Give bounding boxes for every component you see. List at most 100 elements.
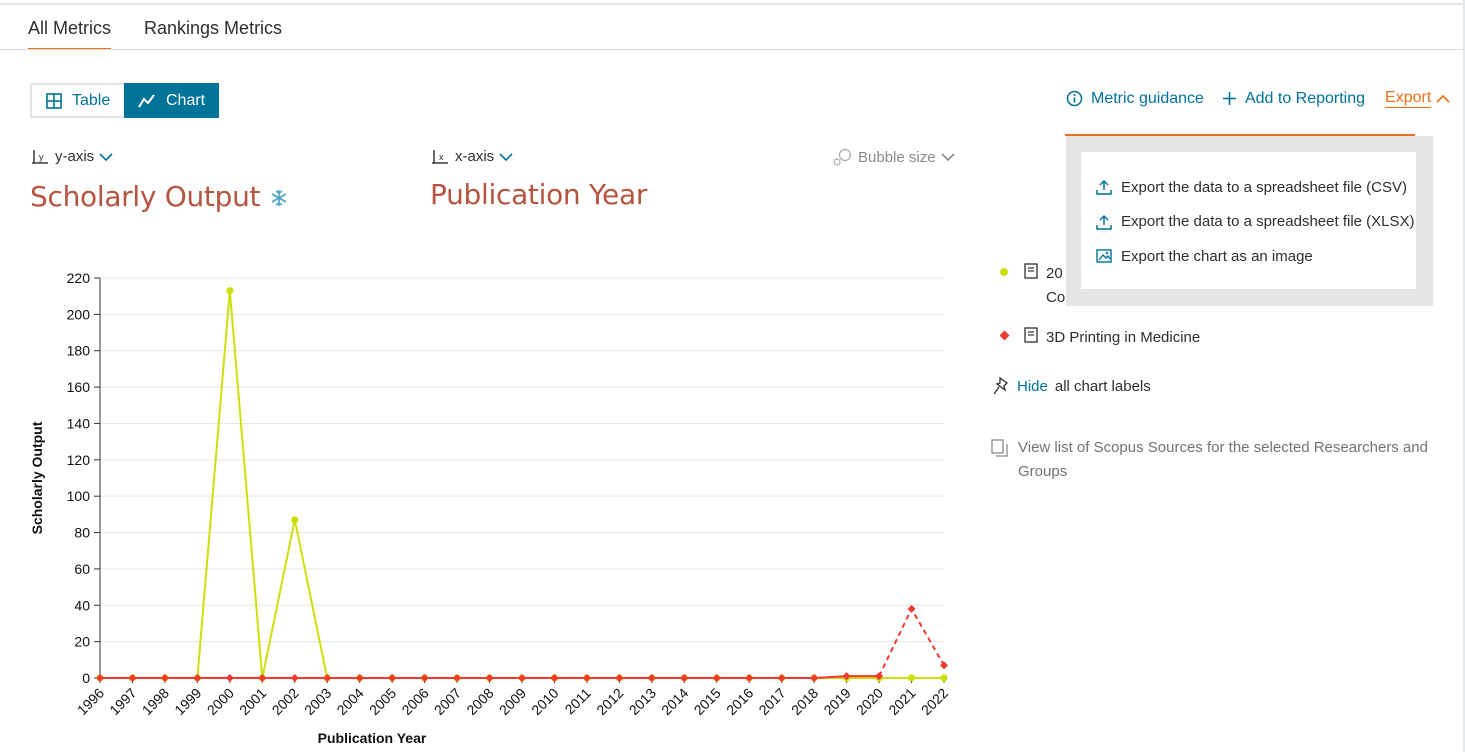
data-point-dot[interactable] xyxy=(291,516,299,524)
export-csv-option[interactable]: Export the data to a spreadsheet file (C… xyxy=(1081,170,1416,205)
legend-label-conference-line2: Co xyxy=(1046,289,1066,306)
export-button[interactable]: Export xyxy=(1385,89,1450,108)
data-point-diamond[interactable] xyxy=(128,674,137,682)
view-scopus-sources-link[interactable]: View list of Scopus Sources for the sele… xyxy=(1018,439,1428,480)
legend-label-conference: 20 xyxy=(1046,265,1063,282)
tab-all-metrics[interactable]: All Metrics xyxy=(28,0,112,50)
x-axis-metric-title[interactable]: Publication Year xyxy=(430,178,647,211)
x-axis-icon: x xyxy=(432,149,448,164)
export-csv-label: Export the data to a spreadsheet file (C… xyxy=(1121,178,1407,196)
data-point-diamond[interactable] xyxy=(485,674,494,682)
legend-label-3d-printing: 3D Printing in Medicine xyxy=(1046,329,1201,346)
data-point-diamond[interactable] xyxy=(160,674,169,682)
data-point-diamond[interactable] xyxy=(810,674,819,682)
data-point-diamond[interactable] xyxy=(388,674,397,682)
table-view-label: Table xyxy=(72,91,111,109)
x-tick-label: 2006 xyxy=(398,685,431,718)
data-point-dot[interactable] xyxy=(940,674,948,682)
svg-text:x: x xyxy=(439,152,444,162)
data-point-diamond[interactable] xyxy=(518,674,526,682)
hide-labels-link[interactable]: Hide xyxy=(1017,377,1048,395)
series-line-dashed-1 xyxy=(878,606,945,677)
y-axis-selector[interactable]: y y-axis xyxy=(31,148,119,165)
y-axis-icon: y xyxy=(32,149,48,164)
y-axis-metric-title[interactable]: Scholarly Output xyxy=(30,180,289,213)
upload-icon xyxy=(1096,180,1112,195)
right-border xyxy=(1463,0,1465,752)
y-tick-label: 0 xyxy=(82,670,90,686)
y-tick-label: 220 xyxy=(67,270,91,286)
data-point-diamond[interactable] xyxy=(875,672,884,681)
data-point-diamond[interactable] xyxy=(96,674,104,682)
x-axis-selector[interactable]: x x-axis xyxy=(431,148,519,165)
data-point-diamond[interactable] xyxy=(842,672,851,681)
data-point-diamond[interactable] xyxy=(615,674,624,682)
data-point-diamond[interactable] xyxy=(258,674,267,682)
legend-diamond-marker xyxy=(999,330,1010,341)
table-view-button[interactable]: Table xyxy=(32,85,124,116)
line-chart-icon xyxy=(138,93,155,108)
table-icon xyxy=(46,92,62,109)
x-tick-label: 2005 xyxy=(366,685,399,718)
x-tick-label: 2001 xyxy=(236,685,269,718)
x-metric-name: Publication Year xyxy=(430,178,648,211)
data-point-diamond[interactable] xyxy=(680,674,689,682)
metric-guidance-link[interactable]: Metric guidance xyxy=(1066,90,1204,108)
data-point-diamond[interactable] xyxy=(940,661,948,670)
export-image-option[interactable]: Export the chart as an image xyxy=(1081,239,1416,274)
data-point-diamond[interactable] xyxy=(745,674,754,682)
data-point-diamond[interactable] xyxy=(582,674,591,682)
document-icon xyxy=(1024,263,1038,279)
x-tick-label: 2003 xyxy=(301,685,334,718)
x-tick-label: 2022 xyxy=(918,685,951,718)
add-to-reporting-link[interactable]: Add to Reporting xyxy=(1222,90,1365,108)
x-tick-label: 2015 xyxy=(691,685,724,718)
data-point-diamond[interactable] xyxy=(225,674,234,682)
chart-actions: Metric guidance Add to Reporting Export xyxy=(1066,89,1450,108)
data-point-dot[interactable] xyxy=(907,674,916,682)
export-image-label: Export the chart as an image xyxy=(1121,247,1313,265)
chart-view-button[interactable]: Chart xyxy=(124,83,219,118)
copy-list-icon xyxy=(991,439,1008,457)
x-tick-label: 2013 xyxy=(626,685,659,718)
x-tick-label: 2021 xyxy=(885,685,918,718)
y-tick-label: 120 xyxy=(67,452,91,468)
snowflake-icon xyxy=(271,190,287,206)
x-tick-label: 2019 xyxy=(820,685,853,718)
document-icon xyxy=(1024,327,1038,343)
export-xlsx-option[interactable]: Export the data to a spreadsheet file (X… xyxy=(1081,205,1416,240)
hide-labels-text: all chart labels xyxy=(1054,377,1151,395)
data-point-diamond[interactable] xyxy=(193,674,202,682)
data-point-diamond[interactable] xyxy=(323,674,332,682)
data-point-diamond[interactable] xyxy=(290,674,299,682)
data-point-diamond[interactable] xyxy=(420,674,429,682)
y-metric-name: Scholarly Output xyxy=(30,180,261,213)
upload-icon xyxy=(1096,214,1112,230)
bubble-size-selector[interactable]: Bubble size xyxy=(832,148,961,166)
x-tick-label: 1996 xyxy=(74,685,107,718)
y-tick-label: 160 xyxy=(67,379,91,395)
y-tick-label: 60 xyxy=(74,561,90,577)
series-line-0 xyxy=(100,290,944,679)
info-icon xyxy=(1066,90,1083,107)
plus-icon xyxy=(1222,92,1236,105)
data-point-diamond[interactable] xyxy=(355,674,364,682)
x-tick-label: 2008 xyxy=(463,685,496,718)
y-tick-label: 40 xyxy=(74,597,90,613)
x-axis-label: x-axis xyxy=(455,148,495,165)
data-point-diamond[interactable] xyxy=(453,674,462,682)
y-axis-title: Scholarly Output xyxy=(29,421,45,534)
top-border xyxy=(0,3,1465,5)
data-point-dot[interactable] xyxy=(226,287,234,295)
legend-item-3d-printing[interactable]: 3D Printing in Medicine xyxy=(999,326,1426,350)
data-point-diamond[interactable] xyxy=(550,674,559,682)
data-point-diamond[interactable] xyxy=(907,604,916,613)
data-point-diamond[interactable] xyxy=(777,674,786,682)
y-tick-label: 20 xyxy=(74,634,90,650)
hide-chart-labels: Hide all chart labels xyxy=(993,376,1151,396)
tab-rankings-metrics[interactable]: Rankings Metrics xyxy=(144,18,283,38)
data-point-diamond[interactable] xyxy=(647,674,656,682)
x-tick-label: 1997 xyxy=(106,685,139,718)
data-point-diamond[interactable] xyxy=(712,674,721,682)
metric-guidance-label: Metric guidance xyxy=(1091,89,1204,107)
